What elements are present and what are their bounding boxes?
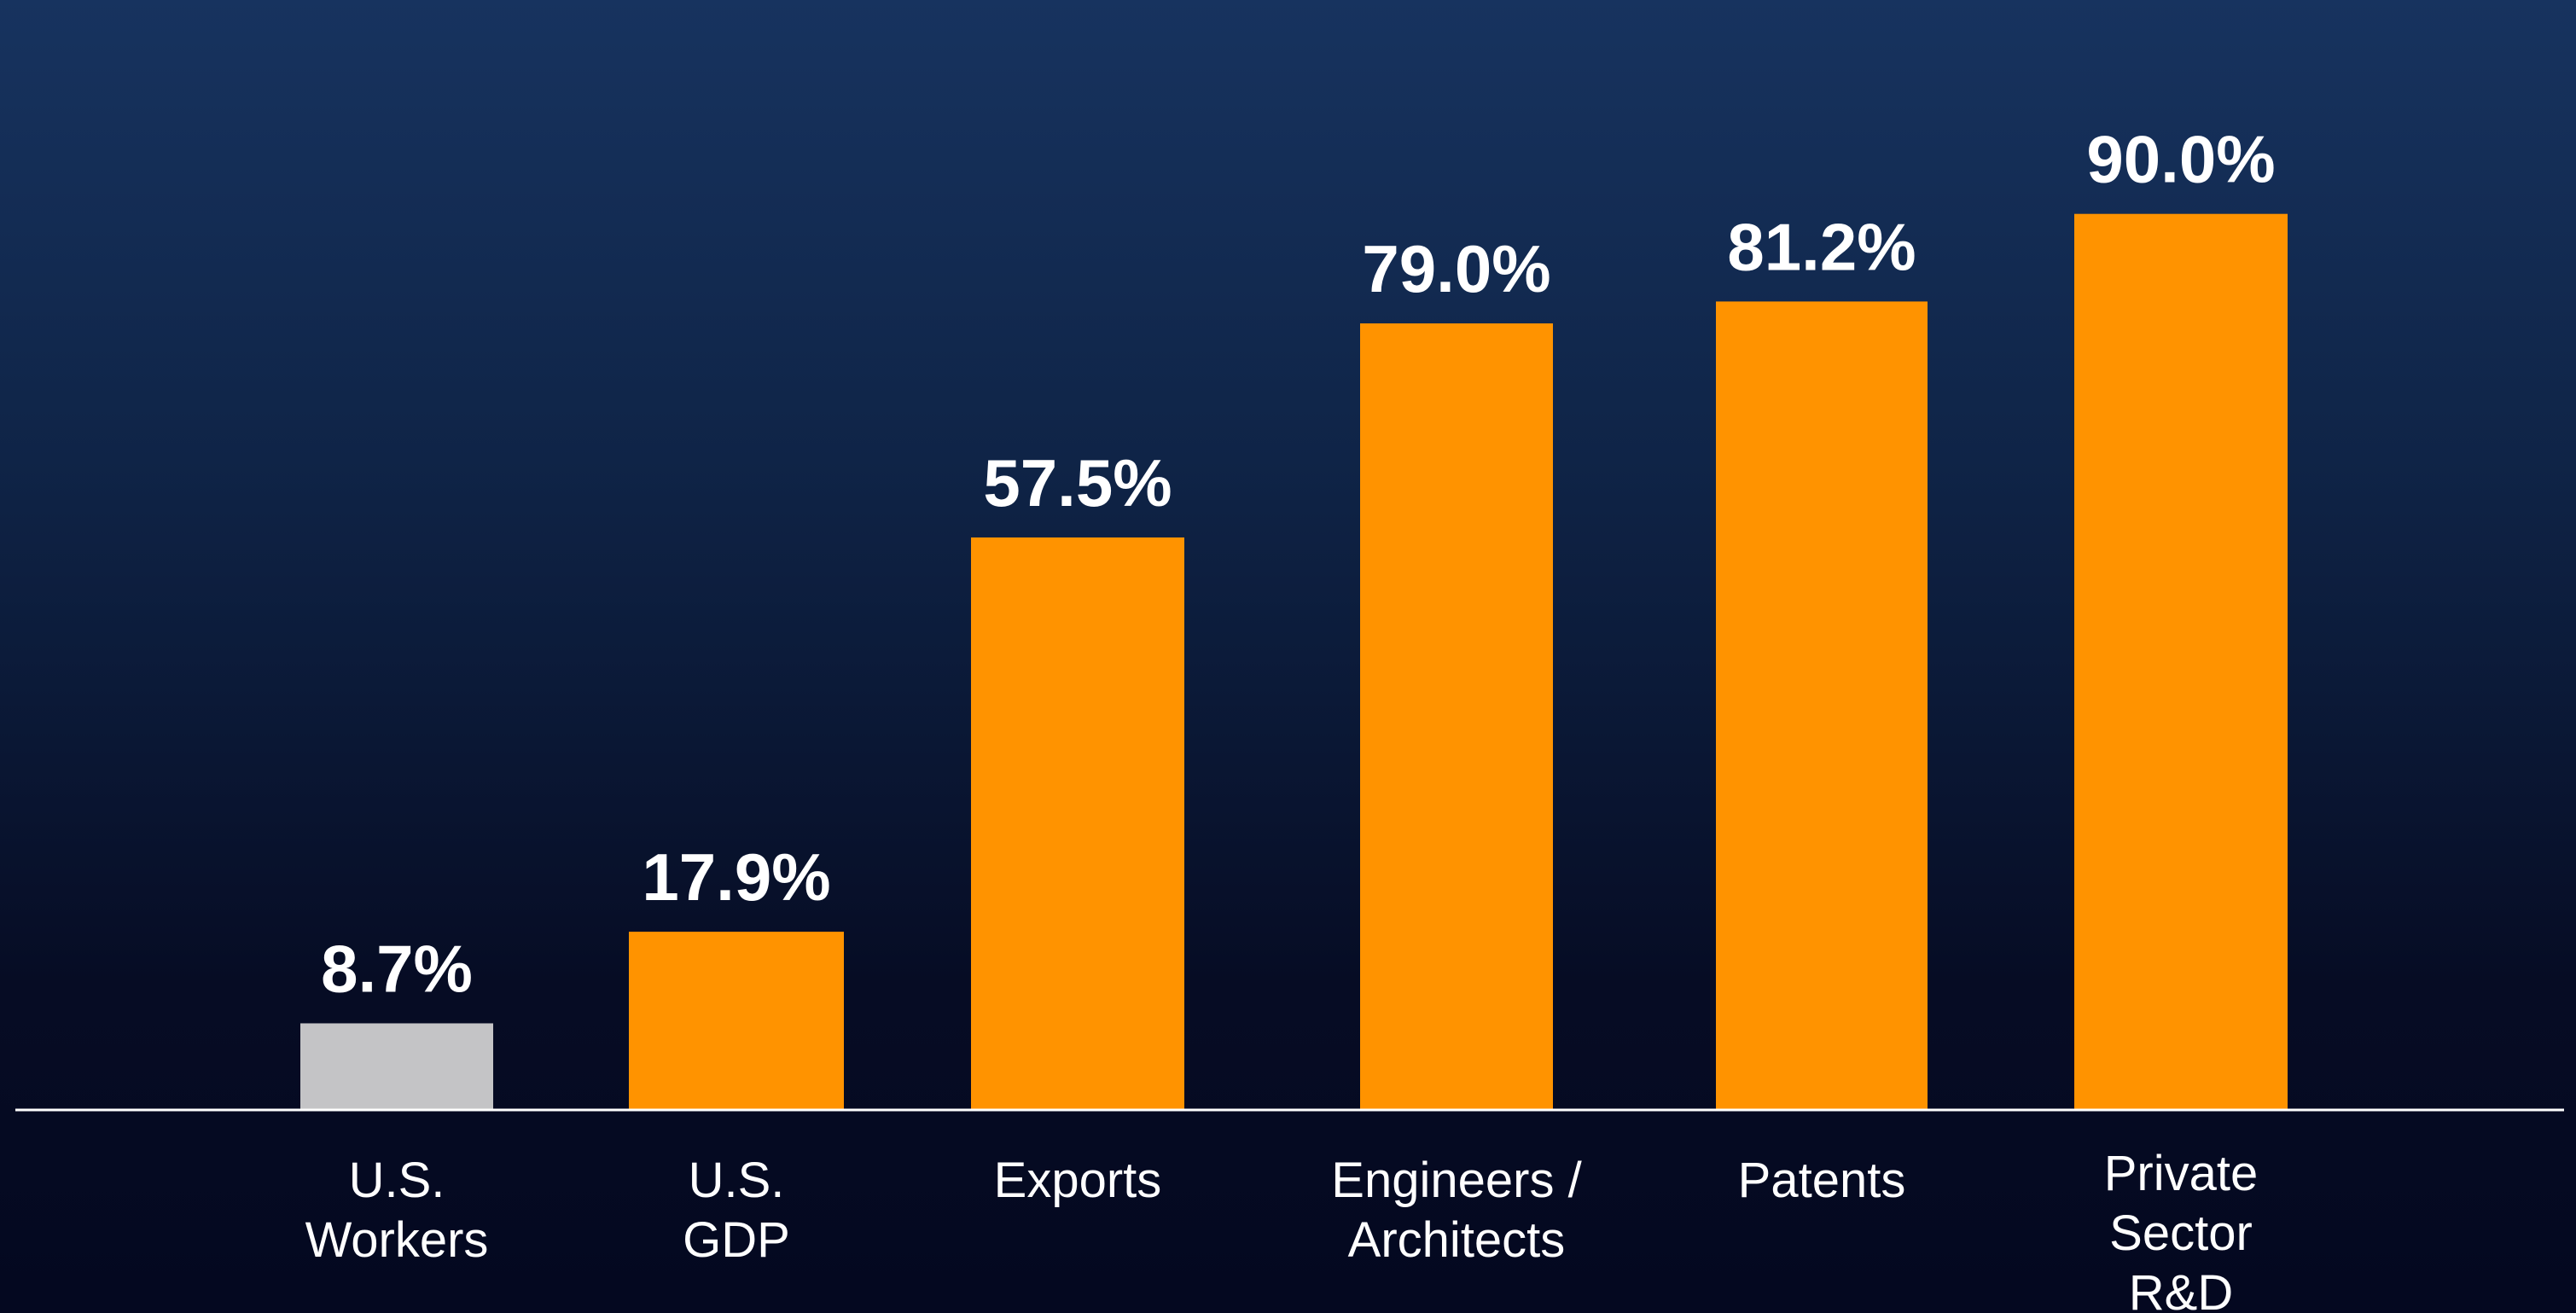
category-label-5-line-2: R&D [2129, 1265, 2233, 1313]
value-label-0: 8.7% [321, 931, 473, 1006]
bar-4 [1716, 301, 1928, 1110]
value-label-5: 90.0% [2086, 122, 2275, 197]
bar-5 [2074, 213, 2288, 1111]
value-labels-group: 8.7% 17.9% 57.5% 79.0% 81.2% 90.0% [321, 122, 2275, 1007]
bar-1 [629, 932, 844, 1110]
value-label-1: 17.9% [642, 840, 830, 915]
category-label-1-line-1: GDP [683, 1212, 790, 1268]
value-label-4: 81.2% [1727, 209, 1916, 284]
category-label-0-line-0: U.S. [349, 1153, 445, 1208]
category-label-1-line-0: U.S. [689, 1153, 785, 1208]
category-label-5-line-1: Sector [2109, 1206, 2253, 1261]
category-label-3-line-1: Architects [1348, 1212, 1566, 1268]
category-label-3-line-0: Engineers / [1331, 1153, 1582, 1208]
bar-3 [1360, 323, 1553, 1110]
category-label-4-line-0: Patents [1738, 1153, 1906, 1208]
category-label-2-line-0: Exports [994, 1153, 1162, 1208]
value-label-2: 57.5% [983, 445, 1172, 520]
bar-2 [971, 537, 1184, 1110]
bar-0 [300, 1023, 493, 1110]
value-label-3: 79.0% [1362, 231, 1550, 306]
category-label-5-line-0: Private [2104, 1146, 2259, 1201]
bars-group [300, 213, 2288, 1111]
category-label-0-line-1: Workers [305, 1212, 489, 1268]
